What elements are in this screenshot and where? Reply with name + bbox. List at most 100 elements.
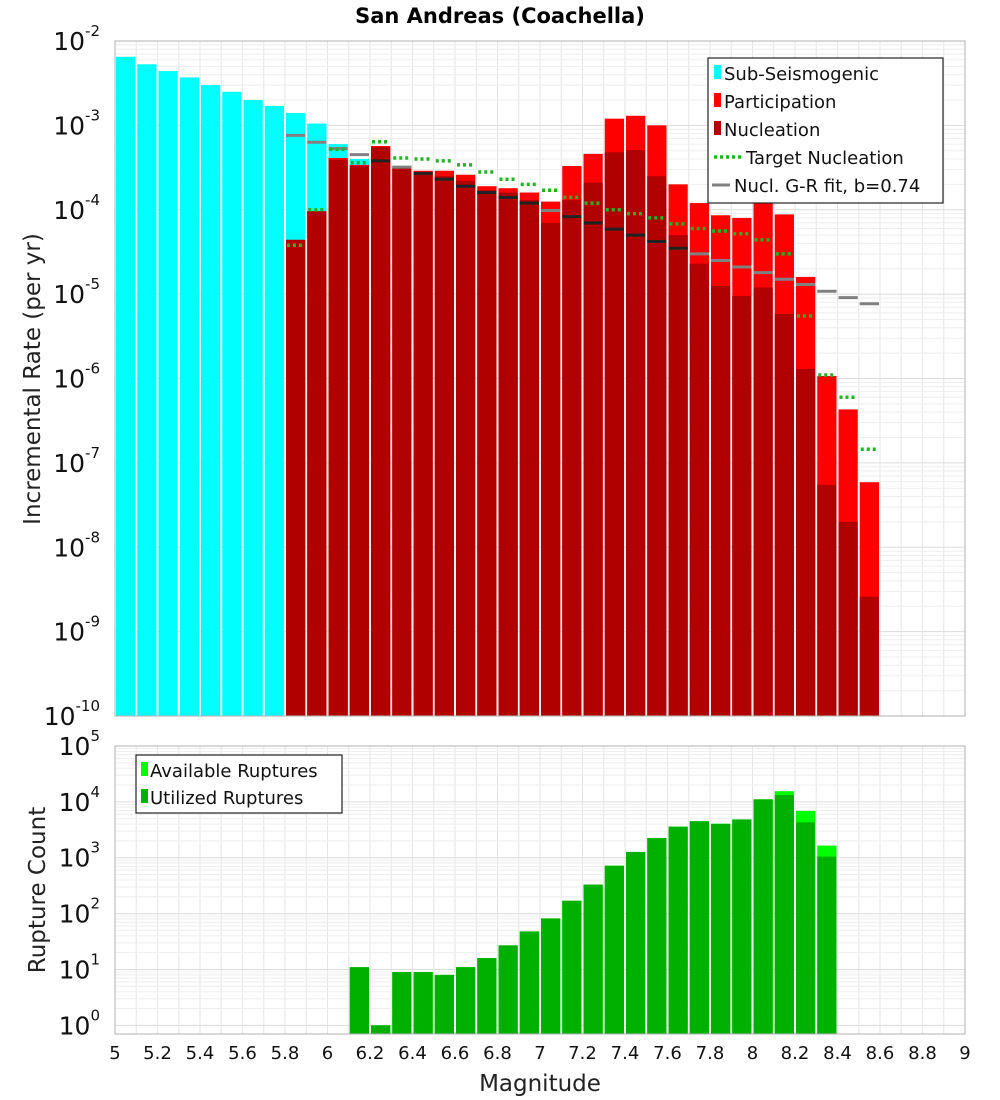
bottom-plot-frame	[114, 745, 966, 1035]
y-tick-base: 10	[59, 844, 91, 873]
sub-seismogenic-bar	[201, 85, 221, 716]
y-tick-base: 10	[53, 533, 85, 562]
x-tick-label: 8.4	[823, 1043, 852, 1064]
x-tick-label: 6.4	[398, 1043, 427, 1064]
utilized-ruptures-bar	[689, 821, 709, 1034]
x-tick-label: 5.4	[186, 1043, 215, 1064]
utilized-ruptures-bar	[711, 823, 731, 1034]
y-tick-exponent: -4	[85, 191, 100, 209]
nucleation-bar	[562, 200, 582, 716]
y-tick-label: 10-9	[53, 613, 100, 647]
y-tick-exponent: 0	[90, 1006, 100, 1024]
x-tick-label: 5.6	[228, 1043, 257, 1064]
top-plot-area: 10-210-310-410-510-610-710-810-910-10Sub…	[44, 22, 966, 731]
utilized-ruptures-bar	[498, 945, 518, 1034]
y-tick-exponent: 5	[90, 727, 100, 745]
y-tick-exponent: -10	[76, 697, 101, 715]
nucleation-bar	[392, 168, 412, 716]
y-tick-label: 10-7	[53, 444, 100, 478]
bottom-y-axis-label: Rupture Count	[25, 807, 51, 973]
y-tick-label: 100	[59, 1006, 100, 1040]
sub-seismogenic-bar	[158, 71, 178, 716]
gr-fit-line	[286, 133, 879, 306]
y-tick-label: 10-3	[53, 106, 100, 140]
y-tick-label: 101	[59, 950, 100, 984]
y-tick-label: 10-6	[53, 360, 100, 394]
legend-label: Nucl. G-R fit, b=0.74	[734, 176, 920, 197]
y-tick-exponent: -9	[85, 613, 100, 631]
legend-swatch-1	[714, 93, 721, 107]
utilized-ruptures-bar	[647, 838, 667, 1034]
utilized-ruptures-bar	[434, 974, 454, 1034]
nucleation-bar	[668, 235, 688, 716]
x-tick-label: 7	[534, 1043, 545, 1064]
legend-swatch-bottom-0	[141, 762, 148, 776]
legend-swatch-0	[714, 65, 721, 79]
y-tick-exponent: -6	[85, 360, 100, 378]
x-tick-label: 5.2	[143, 1043, 172, 1064]
legend-label: Utilized Ruptures	[150, 788, 303, 809]
utilized-ruptures-bar	[817, 856, 837, 1034]
utilized-ruptures-bar	[477, 958, 497, 1034]
sub-seismogenic-bar	[179, 77, 199, 716]
y-tick-exponent: -5	[85, 275, 100, 293]
nucleation-bar	[711, 285, 731, 716]
y-tick-base: 10	[59, 732, 91, 761]
nucleation-bar	[286, 239, 306, 716]
nucleation-bar	[626, 150, 646, 716]
x-tick-label: 7.2	[568, 1043, 597, 1064]
bottom-legend-box	[135, 754, 343, 814]
top-legend-box	[707, 57, 944, 204]
y-tick-base: 10	[53, 365, 85, 394]
y-tick-label: 10-4	[53, 191, 100, 225]
x-tick-label: 8.8	[908, 1043, 937, 1064]
y-tick-label: 10-2	[53, 22, 100, 56]
nucleation-bar	[838, 521, 858, 716]
y-tick-base: 10	[59, 900, 91, 929]
y-tick-label: 104	[59, 783, 100, 817]
x-tick-label: 8	[747, 1043, 758, 1064]
y-tick-base: 10	[59, 1011, 91, 1040]
legend-label: Sub-Seismogenic	[724, 64, 879, 85]
y-tick-exponent: 1	[90, 950, 100, 968]
x-tick-label: 6.6	[441, 1043, 470, 1064]
utilized-ruptures-bar	[562, 900, 582, 1034]
utilized-ruptures-bar	[604, 865, 624, 1034]
nucleation-bar	[413, 172, 433, 716]
utilized-ruptures-bar	[668, 826, 688, 1034]
y-tick-label: 103	[59, 839, 100, 873]
legend-label: Target Nucleation	[745, 148, 904, 169]
utilized-ruptures-bar	[456, 967, 476, 1034]
y-tick-exponent: 3	[90, 839, 100, 857]
nucleation-bar	[434, 176, 454, 716]
nucleation-bar	[519, 200, 539, 716]
bottom-bars	[349, 791, 837, 1034]
nucleation-bar	[647, 176, 667, 716]
y-tick-exponent: -8	[85, 528, 100, 546]
y-tick-label: 10-10	[44, 697, 100, 731]
utilized-ruptures-bar	[796, 822, 816, 1034]
legend-swatch-2	[714, 121, 721, 135]
nucleation-bar	[817, 484, 837, 716]
nucleation-bar	[774, 314, 794, 716]
y-tick-base: 10	[59, 955, 91, 984]
nucleation-bar	[753, 287, 773, 716]
top-y-axis-label: Incremental Rate (per yr)	[20, 233, 46, 525]
nucleation-bar	[307, 211, 327, 717]
chart-title: San Andreas (Coachella)	[355, 4, 645, 28]
top-y-ticks: 10-210-310-410-510-610-710-810-910-10	[44, 22, 100, 731]
y-tick-exponent: -3	[85, 106, 100, 124]
nucleation-bar	[328, 159, 348, 717]
x-tick-label: 7.8	[696, 1043, 725, 1064]
x-ticks: 5 5.2 5.4 5.6 5.8 6 6.2 6.4 6.6 6.8 7 7.2 7.4 7.6 7.8 8…	[109, 1043, 970, 1064]
legend-label: Nucleation	[724, 120, 820, 141]
y-tick-exponent: -2	[85, 22, 100, 40]
y-tick-exponent: 4	[90, 783, 100, 801]
top-plot-frame	[114, 40, 966, 717]
nucleation-bar	[732, 296, 752, 716]
y-tick-base: 10	[53, 280, 85, 309]
nucleation-bar	[604, 152, 624, 716]
x-tick-label: 5.8	[271, 1043, 300, 1064]
